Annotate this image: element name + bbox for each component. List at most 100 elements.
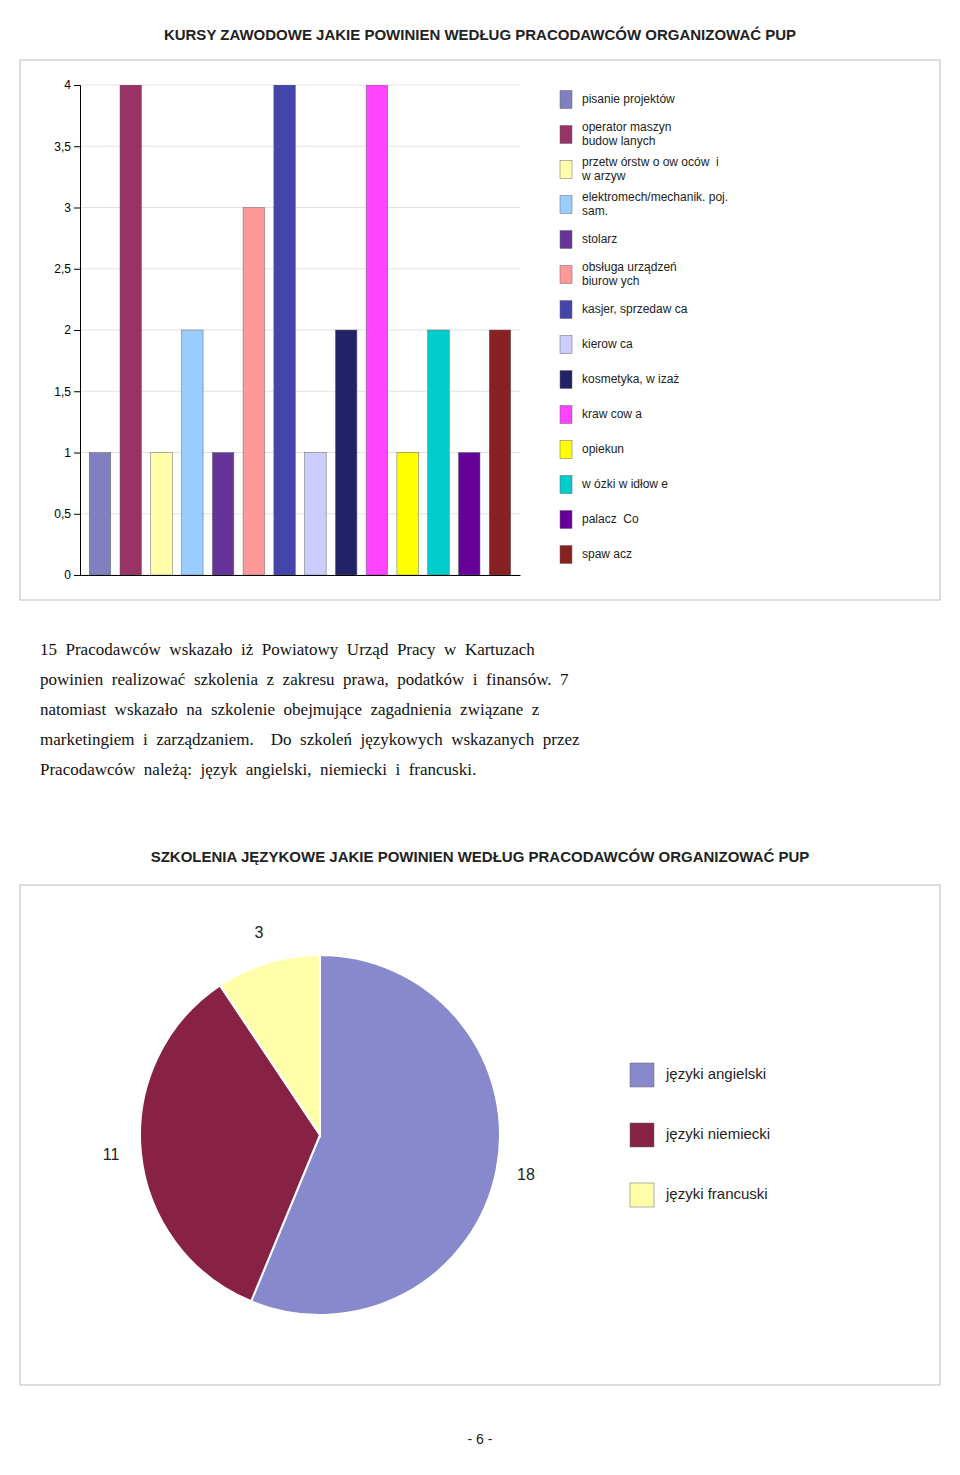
y-tick-mark bbox=[74, 453, 80, 454]
legend-swatch bbox=[560, 441, 572, 459]
label-line: kasjer, sprzedaw ca bbox=[582, 302, 688, 316]
label-line: języki francuski bbox=[665, 1185, 768, 1202]
label-line: stolarz bbox=[582, 232, 617, 246]
pie: 18113 bbox=[103, 924, 535, 1315]
panel-frame bbox=[20, 885, 940, 1385]
data-label: 18 bbox=[517, 1166, 535, 1183]
label-line: w ózki w idłow e bbox=[581, 477, 668, 491]
grid-line bbox=[80, 452, 520, 453]
y-tick-label: 3 bbox=[64, 201, 71, 215]
bars bbox=[89, 85, 511, 575]
legend-label: pisanie projektów bbox=[582, 92, 675, 106]
legend-label: kasjer, sprzedaw ca bbox=[582, 302, 688, 316]
label-line: w arzyw bbox=[581, 169, 626, 183]
legend-label: spaw acz bbox=[582, 547, 632, 561]
bar-plot: 00,511,522,533,54 bbox=[54, 78, 520, 582]
y-tick: 3 bbox=[64, 201, 80, 215]
x-axis bbox=[81, 575, 521, 576]
label-line: przetw órstw o ow oców i bbox=[582, 155, 719, 169]
legend-swatch bbox=[560, 371, 572, 389]
legend-swatch bbox=[630, 1063, 654, 1087]
bar bbox=[89, 453, 111, 576]
legend-swatch bbox=[560, 301, 572, 319]
label-line: kosmetyka, w izaż bbox=[582, 372, 679, 386]
y-tick: 1 bbox=[64, 446, 80, 460]
paragraph: 15 Pracodawców wskazało iż Powiatowy Urz… bbox=[40, 640, 580, 779]
y-tick-label: 1,5 bbox=[54, 385, 71, 399]
bar bbox=[458, 453, 480, 576]
grid bbox=[80, 85, 520, 575]
chart-title: KURSY ZAWODOWE JAKIE POWINIEN WEDŁUG PRA… bbox=[164, 26, 796, 43]
grid-line bbox=[80, 85, 520, 86]
bar bbox=[182, 330, 204, 575]
y-tick: 1,5 bbox=[54, 385, 80, 399]
legend-swatch bbox=[560, 546, 572, 564]
label-line: języki niemiecki bbox=[665, 1125, 770, 1142]
legend-swatch bbox=[560, 406, 572, 424]
paragraph-line: natomiast wskazało na szkolenie obejmują… bbox=[40, 700, 540, 719]
y-tick-mark bbox=[74, 514, 80, 515]
legend-label: operator maszyn budow lanych bbox=[582, 120, 675, 148]
bar bbox=[428, 330, 450, 575]
label-line: budow lanych bbox=[582, 134, 655, 148]
legend-label: obsługa urządzeń biurow ych bbox=[582, 260, 680, 288]
legend-swatch bbox=[560, 161, 572, 179]
y-tick: 3,5 bbox=[54, 140, 80, 154]
y-axis: 00,511,522,533,54 bbox=[54, 78, 80, 582]
legend-swatch bbox=[560, 476, 572, 494]
legend-label: elektromech/mechanik. poj. sam. bbox=[582, 190, 731, 218]
y-tick-mark bbox=[74, 85, 80, 86]
chart-title: SZKOLENIA JĘZYKOWE JAKIE POWINIEN WEDŁUG… bbox=[151, 848, 810, 865]
label-line: języki angielski bbox=[665, 1065, 766, 1082]
panel-frame bbox=[20, 60, 940, 600]
legend-label: języki angielski bbox=[665, 1065, 766, 1082]
grid-line bbox=[80, 146, 520, 147]
bar bbox=[212, 453, 234, 576]
y-tick-mark bbox=[74, 575, 80, 576]
label-line: operator maszyn bbox=[582, 120, 671, 134]
legend-label: kosmetyka, w izaż bbox=[582, 372, 679, 386]
y-tick-label: 4 bbox=[64, 78, 71, 92]
grid-line bbox=[80, 207, 520, 208]
y-tick: 4 bbox=[64, 78, 80, 92]
page: KURSY ZAWODOWE JAKIE POWINIEN WEDŁUG PRA… bbox=[0, 0, 960, 1475]
grid-line bbox=[80, 268, 520, 269]
y-axis-line bbox=[74, 86, 81, 576]
y-tick-label: 1 bbox=[64, 446, 71, 460]
bar bbox=[305, 453, 327, 576]
legend-swatch bbox=[560, 196, 572, 214]
bar bbox=[120, 85, 142, 575]
label-line: biurow ych bbox=[582, 274, 639, 288]
legend-label: kraw cow a bbox=[582, 407, 642, 421]
legend-swatch bbox=[560, 231, 572, 249]
legend-swatch bbox=[560, 126, 572, 144]
legend-label: w ózki w idłow e bbox=[581, 477, 668, 491]
bar bbox=[151, 453, 173, 576]
bar bbox=[489, 330, 511, 575]
legend-label: języki francuski bbox=[665, 1185, 768, 1202]
grid-line bbox=[80, 391, 520, 392]
bar bbox=[274, 85, 296, 575]
bar bbox=[335, 330, 357, 575]
y-tick: 2 bbox=[64, 323, 80, 337]
y-tick-label: 2,5 bbox=[54, 262, 71, 276]
label-line: kraw cow a bbox=[582, 407, 642, 421]
legend-label: języki niemiecki bbox=[665, 1125, 770, 1142]
y-tick-mark bbox=[74, 330, 80, 331]
legend-swatch bbox=[560, 511, 572, 529]
paragraph-line: powinien realizować szkolenia z zakresu … bbox=[40, 670, 569, 689]
label-line: kierow ca bbox=[582, 337, 633, 351]
y-tick-label: 0 bbox=[64, 568, 71, 582]
legend-label: stolarz bbox=[582, 232, 617, 246]
paragraph-line: marketingiem i zarządzaniem. Do szkoleń … bbox=[40, 730, 580, 749]
legend-label: opiekun bbox=[582, 442, 624, 456]
y-tick-mark bbox=[74, 269, 80, 270]
bar bbox=[366, 85, 388, 575]
y-tick: 2,5 bbox=[54, 262, 80, 276]
data-label: 11 bbox=[103, 1146, 120, 1163]
y-tick-mark bbox=[74, 391, 80, 392]
legend-label: przetw órstw o ow oców i w arzyw bbox=[581, 155, 722, 183]
paragraph-line: Pracodawców należą: język angielski, nie… bbox=[40, 760, 476, 779]
grid-line bbox=[80, 513, 520, 514]
label-line: opiekun bbox=[582, 442, 624, 456]
